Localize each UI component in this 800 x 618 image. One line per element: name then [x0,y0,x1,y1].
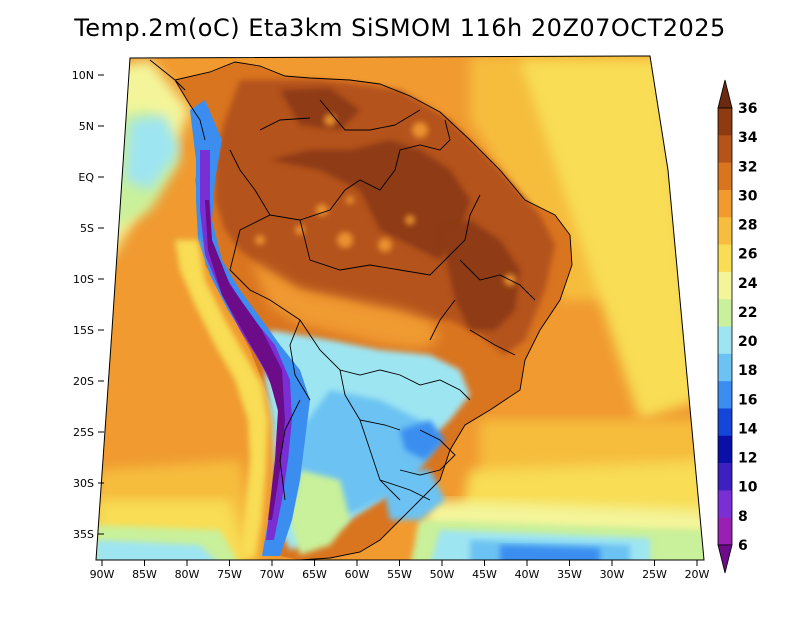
map-title: Temp.2m(oC) Eta3km SiSMOM 116h 20Z07OCT2… [74,14,726,42]
colorbar-band [718,108,732,136]
colorbar-band [718,490,732,518]
lat-tick-label: 20S [73,375,94,388]
colorbar-band [718,299,732,327]
colorbar-label: 12 [738,451,757,467]
colorbar-max-triangle [717,79,733,109]
colorbar-label: 28 [738,218,757,234]
colorbar-band [718,517,732,546]
colorbar-label: 26 [738,247,757,263]
lat-tick-label: EQ [78,171,94,184]
lon-tick-label: 65W [302,568,327,581]
lon-tick-label: 90W [90,568,115,581]
colorbar-label: 6 [738,538,748,554]
colorbar-min-triangle [717,544,733,574]
colorbar-label: 32 [738,159,757,175]
lat-tick-label: 5S [80,222,94,235]
colorbar-label: 22 [738,305,757,321]
latitude-axis: 10N 5N EQ 5S 10S 15S 20S 25S 30S 35S [72,69,104,541]
lat-tick-label: 30S [73,477,94,490]
lon-tick-label: 35W [557,568,582,581]
lon-tick-label: 50W [430,568,455,581]
lat-tick-label: 10N [72,69,94,82]
map-frame [95,55,705,561]
colorbar-label: 20 [738,334,758,350]
colorbar-label: 24 [738,276,758,292]
country-borders [149,59,573,560]
lon-tick-label: 85W [132,568,157,581]
colorbar-band [718,162,732,191]
colorbar-band [718,353,732,382]
lon-tick-label: 20W [685,568,710,581]
colorbar-label: 30 [738,188,758,204]
colorbar-label: 16 [738,392,757,408]
lon-tick-label: 60W [345,568,370,581]
colorbar-band [718,326,732,355]
colorbar-label: 36 [738,101,757,117]
colorbar-band [718,463,732,491]
lon-tick-label: 30W [600,568,625,581]
lon-tick-label: 75W [217,568,242,581]
colorbar-band [718,244,732,273]
lon-tick-label: 70W [260,568,285,581]
colorbar-label: 14 [738,421,758,437]
lon-tick-label: 25W [642,568,667,581]
colorbar-band [718,135,732,163]
colorbar-band [718,217,732,245]
colorbar-label: 18 [738,363,757,379]
colorbar-band [718,408,732,437]
lat-tick-label: 25S [73,426,94,439]
lat-tick-label: 10S [73,273,94,286]
colorbar-band [718,189,732,218]
longitude-axis: 90W 85W 80W 75W 70W 65W 60W 55W 50W 45W 40W 35W 30W 2… [90,560,710,581]
lon-tick-label: 80W [175,568,200,581]
colorbar-label: 8 [738,509,748,525]
colorbar-band [718,435,732,464]
lon-tick-label: 45W [472,568,497,581]
colorbar-band [718,381,732,409]
lat-tick-label: 35S [73,528,94,541]
temperature-field [96,56,704,560]
lon-tick-label: 55W [387,568,412,581]
lat-tick-label: 5N [79,120,94,133]
colorbar-label: 10 [738,480,758,496]
colorbar-label: 34 [738,130,758,146]
lon-tick-label: 40W [515,568,540,581]
colorbar-band [718,271,732,300]
lat-tick-label: 15S [73,324,94,337]
colorbar: 36 34 32 30 28 26 24 22 20 18 16 14 12 10 8 6 [717,79,758,574]
